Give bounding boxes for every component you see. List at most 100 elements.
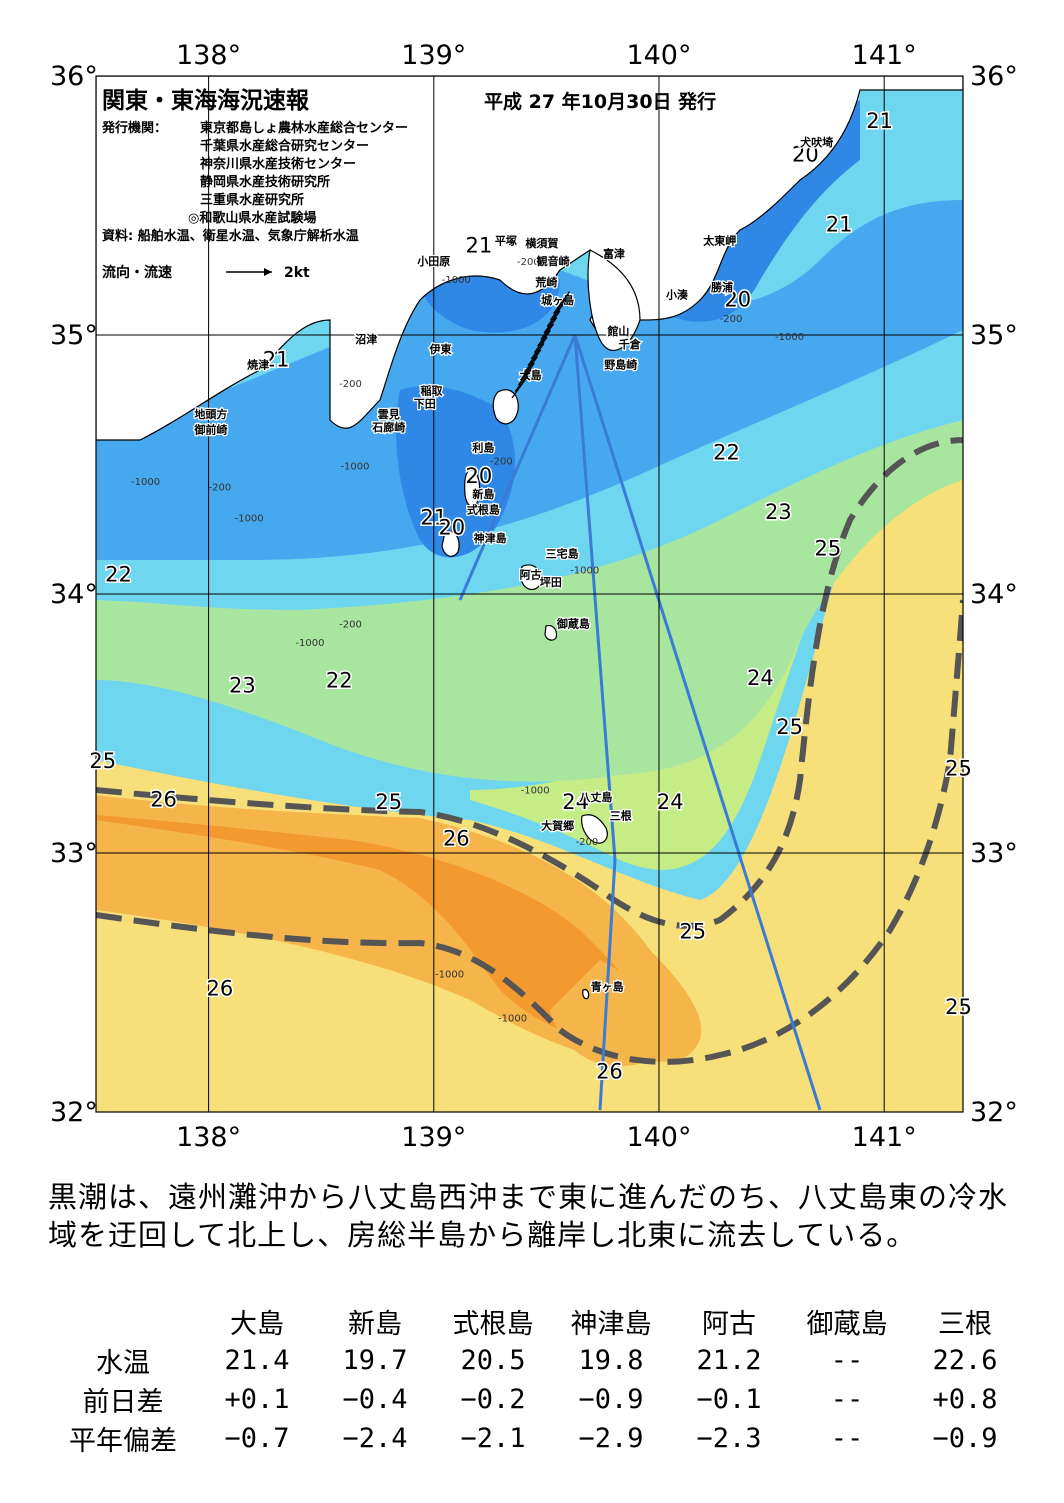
table-cell: −2.1 [460,1423,526,1454]
land-mass [587,249,641,351]
place-name: 地頭方 [194,407,227,421]
place-name: 野島崎 [604,358,637,372]
place-name: 犬吠埼 [800,135,833,149]
depth-contour-label: -200 [490,457,513,468]
longitude-label-top: 140° [626,40,691,71]
place-name: 太東岬 [702,233,736,247]
place-name: 坪田 [540,576,562,589]
longitude-label-top: 139° [401,40,466,71]
table-cell: 19.7 [342,1345,408,1376]
place-name: 青ヶ島 [591,979,624,993]
place-name: 利島 [472,441,494,455]
kuroshio-axis [96,599,963,1065]
depth-contour-label: -1000 [295,638,324,649]
isotherm-label: 23 [229,674,256,698]
place-name: 大賀郷 [541,819,574,833]
table-cell: 20.5 [460,1345,526,1376]
place-name: 阿古 [520,567,542,581]
land-mass [96,76,963,441]
place-name: 富津 [603,246,625,260]
place-name: 小湊 [665,288,688,302]
table-cell: -- [830,1384,864,1415]
place-name: 御蔵島 [556,617,590,631]
issue-date: 平成 27 年10月30日 発行 [484,90,716,113]
depth-contour-label: -1000 [340,462,369,473]
current-vector [527,343,545,366]
axis-labels: 138° 138° 139° 139° 140° 140° 141° 141° 36° 36° 35… [50,40,1018,1153]
issuer-1: 東京都島しょ農林水産総合センター [200,120,408,136]
place-name: 雲見 [378,408,400,421]
map-title: 関東・東海海況速報 [102,87,310,114]
issuer-6: ◎和歌山県水産試験場 [188,210,316,226]
depth-contour-label: -1000 [435,969,464,980]
longitude-label-bottom: 139° [401,1122,466,1153]
table-cell: −0.4 [342,1384,408,1415]
island [581,814,608,844]
table-col-header: 式根島 [452,1309,534,1340]
place-name: 勝浦 [711,280,733,294]
depth-contour-label: -1000 [521,785,550,796]
table-cell: 21.4 [224,1345,290,1376]
longitude-label-bottom: 138° [176,1122,241,1153]
summary-text: 黒潮は、遠州灘沖から八丈島西沖まで東に進んだのち、八丈島東の冷水域を迂回して北上… [48,1180,1009,1252]
depth-contour-label: -1000 [570,565,599,576]
table-col-header: 神津島 [570,1309,652,1340]
temperature-band [96,330,963,610]
depth-contour-label: -200 [339,379,362,390]
issuer-2: 千葉県水産総合研究センター [200,138,369,154]
isotherm-label: 21 [420,505,447,529]
table-cell: -- [830,1423,864,1454]
island [582,988,590,1000]
current-legend-label: 流向・流速 [102,264,172,281]
table-row: 水温 21.4 19.7 20.5 19.8 21.2 -- 22.6 [48,1341,1024,1380]
table-col-header: 新島 [348,1309,402,1340]
current-vector [511,375,529,399]
depth-contour-label: -200 [576,837,599,848]
isotherm-label: 25 [815,536,842,560]
isotherm-label: 26 [150,788,177,812]
isotherm-label: 22 [713,441,740,465]
row-label: 平年偏差 [69,1426,177,1457]
latitude-label-left: 32° [50,1097,98,1128]
isotherm-label: 25 [776,715,803,739]
table-cell: −0.2 [460,1384,526,1415]
table-cell: +0.1 [224,1384,290,1415]
table-cell: -- [830,1345,864,1376]
temperature-band [96,200,963,560]
depth-contour-label: -1000 [775,332,804,343]
place-name: 新島 [472,487,494,501]
current-vector [524,349,542,373]
table-cell: −0.9 [932,1423,998,1454]
place-name: 石廊崎 [371,420,405,434]
place-name: 三宅島 [546,547,579,561]
latitude-label-right: 36° [970,61,1018,92]
temperature-field [96,76,963,1112]
depth-contour-label: -1000 [498,1013,527,1024]
table-col-header: 大島 [230,1309,284,1340]
latitude-label-left: 36° [50,61,98,92]
current-vector [533,330,551,353]
isotherm-label: 21 [826,213,853,237]
current-vector [540,317,558,340]
current-vector [530,336,548,360]
isotherm-label: 24 [747,666,774,690]
place-name: 横須賀 [525,236,558,250]
place-name: 焼津 [247,358,269,372]
latitude-label-right: 35° [970,320,1018,351]
isotherm-label: 20 [724,288,751,312]
isotherm-label: 21 [866,109,893,133]
place-name: 平塚 [495,233,517,247]
place-name: 伊東 [429,342,453,356]
table-cell: +0.8 [932,1384,998,1415]
place-name: 御前崎 [193,422,227,436]
isotherm-label: 26 [443,826,470,850]
isotherm-label: 22 [326,668,353,692]
current-vector [549,297,567,321]
island [544,625,558,641]
temperature-band [396,386,515,558]
isotherm-label: 25 [375,790,402,814]
current-legend-scale: 2kt [284,265,310,281]
table-header-row: 大島 新島 式根島 神津島 阿古 御蔵島 三根 [48,1302,1024,1341]
ship-track [458,334,822,1111]
